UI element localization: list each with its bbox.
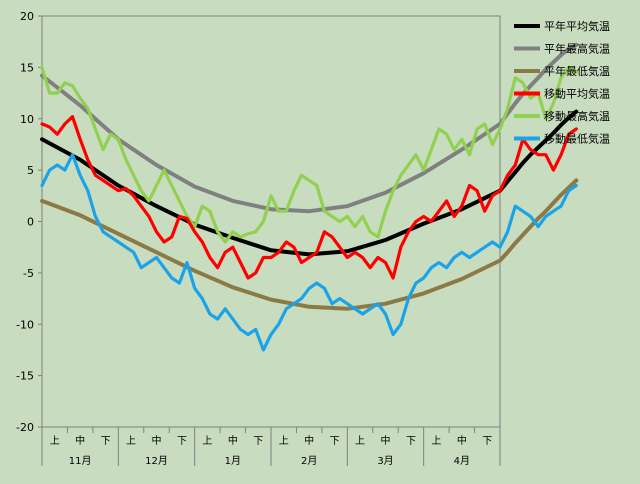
x-axis: 上中下11月上中下12月上中下1月上中下2月上中下3月上中下4月 xyxy=(41,427,501,467)
legend-label-6: 移動最低気温 xyxy=(544,132,610,146)
x-decade-label: 下 xyxy=(177,436,187,447)
legend-label-4: 移動平均気温 xyxy=(544,87,610,101)
x-month-label: 11月 xyxy=(69,455,92,467)
y-tick-label: 0 xyxy=(27,216,34,229)
series-line-6 xyxy=(40,153,578,352)
y-axis: -20 -15 -10 -5 0 5 10 15 20 xyxy=(16,10,43,434)
x-decade-label: 下 xyxy=(101,436,111,447)
x-decade-label: 上 xyxy=(50,435,60,447)
x-decade-label: 上 xyxy=(355,435,365,447)
x-decade-label: 中 xyxy=(75,434,85,447)
series-line-1 xyxy=(40,109,579,257)
x-month-label: 2月 xyxy=(301,455,317,467)
y-tick-label: -5 xyxy=(23,267,34,280)
x-month-label: 1月 xyxy=(225,455,241,467)
x-decade-label: 下 xyxy=(253,436,263,447)
legend-label-1: 平年平均気温 xyxy=(544,19,610,33)
y-tick-label: -10 xyxy=(16,318,34,331)
x-decade-label: 上 xyxy=(279,435,289,447)
y-tick-label: 20 xyxy=(20,10,34,23)
x-decade-label: 中 xyxy=(304,434,314,447)
x-decade-label: 中 xyxy=(228,434,238,447)
x-decade-label: 下 xyxy=(406,436,416,447)
series-line-3 xyxy=(40,178,579,311)
y-tick-label: 5 xyxy=(27,164,34,177)
legend-label-3: 平年最低気温 xyxy=(544,64,610,78)
x-month-label: 12月 xyxy=(145,455,168,467)
series-line-2 xyxy=(40,42,579,214)
y-tick-label: -20 xyxy=(16,421,34,434)
y-tick-label: 15 xyxy=(20,61,34,74)
x-decade-label: 上 xyxy=(126,435,136,447)
x-decade-label: 上 xyxy=(202,435,212,447)
legend-label-5: 移動最高気温 xyxy=(544,109,610,123)
x-decade-label: 中 xyxy=(152,434,162,447)
x-decade-label: 上 xyxy=(431,435,441,447)
series-line-4 xyxy=(40,115,578,280)
series-layer xyxy=(40,42,579,352)
x-decade-label: 中 xyxy=(381,434,391,447)
series-line-5 xyxy=(40,65,578,244)
x-month-label: 3月 xyxy=(377,455,393,467)
y-tick-label: -15 xyxy=(16,370,34,383)
legend-label-2: 平年最高気温 xyxy=(544,42,610,56)
x-month-label: 4月 xyxy=(454,455,470,467)
x-decade-label: 中 xyxy=(457,434,467,447)
x-decade-label: 下 xyxy=(330,436,340,447)
x-decade-label: 下 xyxy=(482,436,492,447)
y-tick-label: 10 xyxy=(20,113,34,126)
